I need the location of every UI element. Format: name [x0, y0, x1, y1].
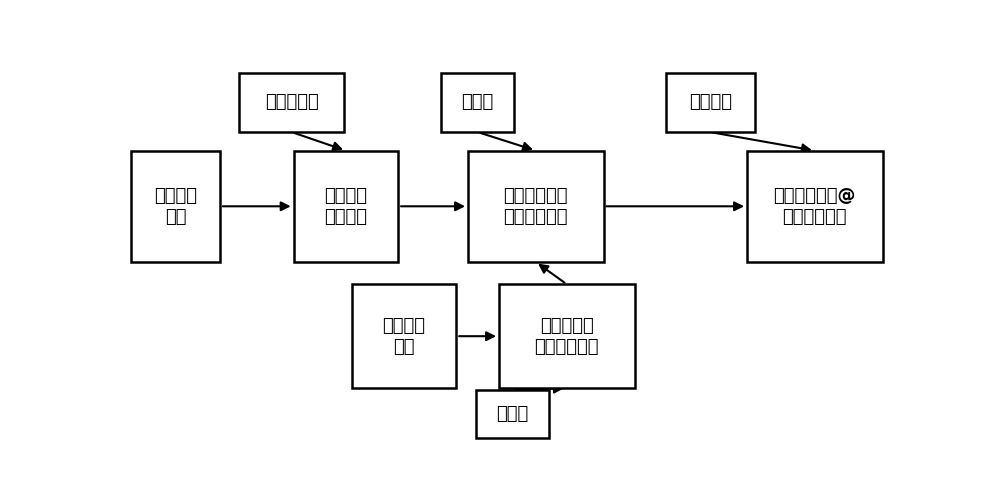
Text: 超纯水: 超纯水 — [462, 94, 494, 111]
Bar — [131, 150, 220, 262]
Bar — [747, 150, 883, 262]
Bar — [476, 390, 549, 438]
Text: 核层含能
组分: 核层含能 组分 — [154, 187, 197, 226]
Text: 超声处理的
壳层含能组分: 超声处理的 壳层含能组分 — [534, 317, 599, 356]
Text: 壳层含能
组分: 壳层含能 组分 — [382, 317, 426, 356]
Bar — [499, 284, 635, 388]
Bar — [294, 150, 398, 262]
Text: 超声处理: 超声处理 — [689, 94, 732, 111]
Bar — [468, 150, 604, 262]
Text: 核层含能组分@
壳层含能组分: 核层含能组分@ 壳层含能组分 — [774, 187, 856, 226]
Bar — [352, 284, 456, 388]
Bar — [666, 73, 755, 132]
Text: 修饰剂溶液: 修饰剂溶液 — [265, 94, 318, 111]
Text: 超纯水: 超纯水 — [496, 405, 529, 423]
Bar — [441, 73, 514, 132]
Text: 超声预处理的
核层含能组分: 超声预处理的 核层含能组分 — [504, 187, 568, 226]
Text: 已修饰的
核层组分: 已修饰的 核层组分 — [324, 187, 367, 226]
Bar — [239, 73, 344, 132]
